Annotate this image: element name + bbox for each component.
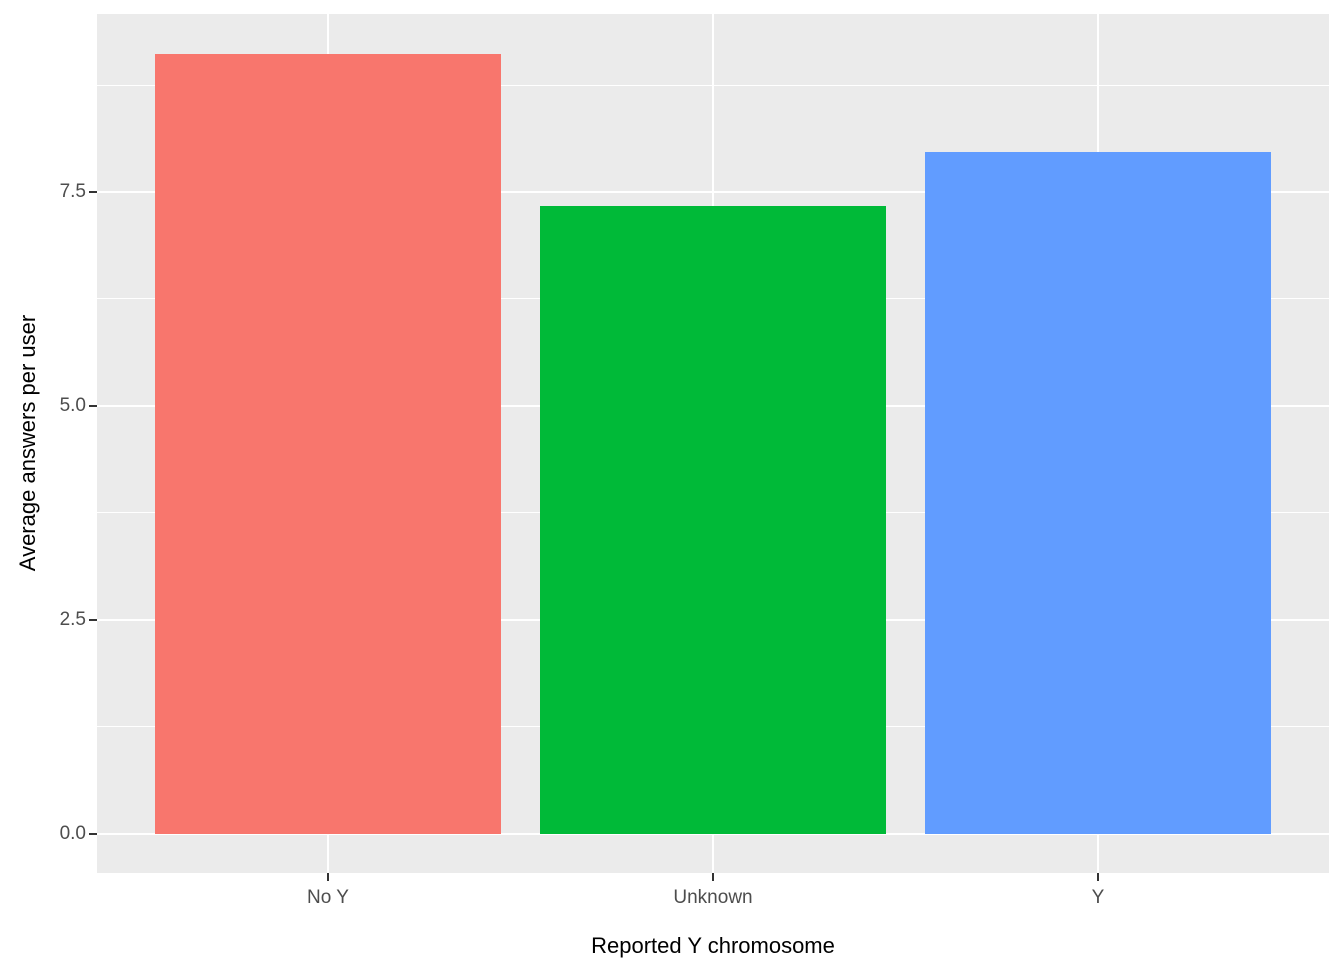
plot-panel — [97, 14, 1329, 873]
x-tick-mark — [1097, 873, 1099, 881]
y-tick-mark — [89, 618, 97, 621]
y-tick-label: 0.0 — [59, 822, 86, 844]
bar-y — [924, 151, 1272, 834]
y-tick-label: 2.5 — [59, 608, 86, 630]
bar-unknown — [539, 205, 887, 834]
x-tick-label: Y — [1091, 887, 1105, 908]
x-axis-title: Reported Y chromosome — [591, 933, 835, 958]
x-tick-label: No Y — [307, 887, 349, 908]
bar-no-y — [154, 54, 502, 834]
y-tick-label: 5.0 — [59, 394, 86, 416]
y-tick-mark — [89, 832, 97, 835]
y-axis-title: Average answers per user — [15, 314, 40, 572]
y-tick-mark — [89, 190, 97, 193]
y-tick-label: 7.5 — [59, 180, 86, 202]
y-tick-mark — [89, 404, 97, 407]
x-tick-label: Unknown — [673, 887, 753, 908]
x-tick-mark — [712, 873, 714, 881]
x-tick-mark — [327, 873, 329, 881]
